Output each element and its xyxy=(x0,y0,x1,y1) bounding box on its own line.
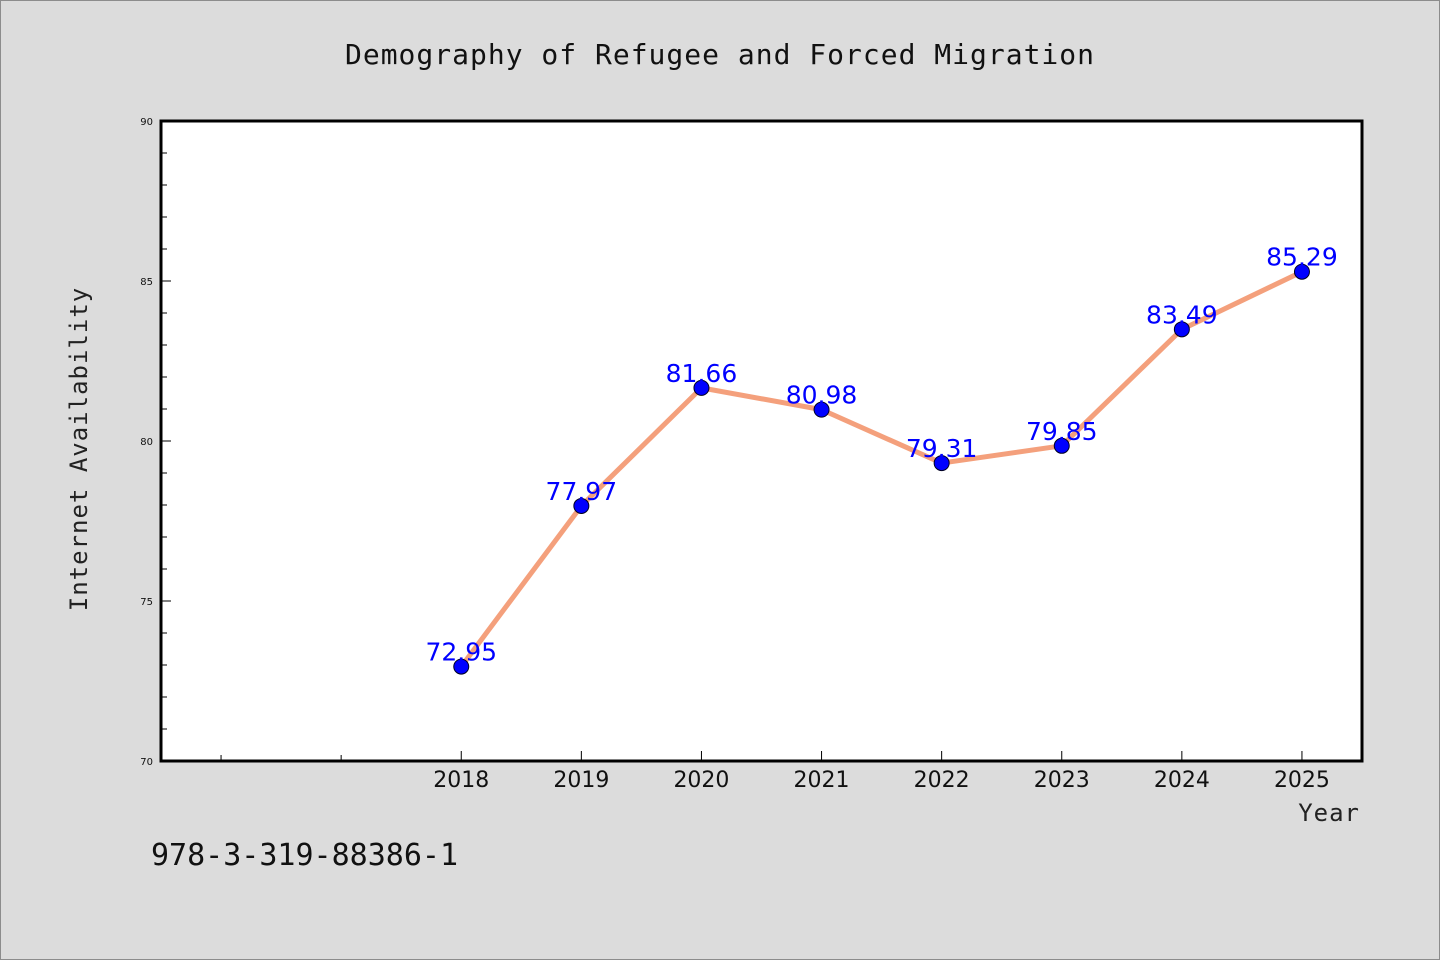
y-tick-label: 70 xyxy=(140,757,153,768)
x-axis-title: Year xyxy=(1298,799,1360,827)
x-tick-label: 2023 xyxy=(1034,768,1090,793)
isbn-text: 978-3-319-88386-1 xyxy=(151,838,458,873)
data-label: 77.97 xyxy=(546,477,618,506)
x-tick-label: 2024 xyxy=(1154,768,1210,793)
data-label: 72.95 xyxy=(425,638,497,667)
data-point xyxy=(573,497,590,514)
data-label: 81.66 xyxy=(666,359,738,388)
data-label: 80.98 xyxy=(786,381,858,410)
chart-title: Demography of Refugee and Forced Migrati… xyxy=(345,38,1095,71)
data-label: 79.31 xyxy=(906,434,978,463)
x-tick-label: 2022 xyxy=(914,768,970,793)
x-tick-label: 2025 xyxy=(1274,768,1330,793)
x-tick-label: 2019 xyxy=(553,768,609,793)
series-line xyxy=(459,269,1304,669)
x-tick-label: 2020 xyxy=(673,768,729,793)
data-point xyxy=(1293,263,1310,280)
y-tick-label: 80 xyxy=(140,437,153,448)
series-markers xyxy=(453,263,1310,675)
plot-area xyxy=(159,119,1364,763)
data-point xyxy=(1173,321,1190,338)
y-tick-label: 85 xyxy=(140,277,153,288)
y-tick-label: 90 xyxy=(140,117,153,128)
data-label: 85.29 xyxy=(1266,243,1338,272)
y-axis-title: Internet Availability xyxy=(65,287,93,611)
data-point xyxy=(453,658,470,675)
data-label: 79.85 xyxy=(1026,417,1098,446)
y-axis: 70 75 80 85 90 xyxy=(140,117,171,768)
data-point xyxy=(693,379,710,396)
data-point xyxy=(813,401,830,418)
y-tick-label: 75 xyxy=(140,597,153,608)
x-axis: 2018 2019 2020 2021 2022 2023 2024 2025 xyxy=(220,751,1330,793)
x-tick-label: 2018 xyxy=(433,768,489,793)
data-point xyxy=(933,455,950,472)
data-label: 83.49 xyxy=(1146,300,1218,329)
data-point xyxy=(1053,437,1070,454)
data-labels: 72.95 77.97 81.66 80.98 79.31 79.85 83.49 85.29 xyxy=(425,243,1337,667)
x-tick-label: 2021 xyxy=(794,768,850,793)
